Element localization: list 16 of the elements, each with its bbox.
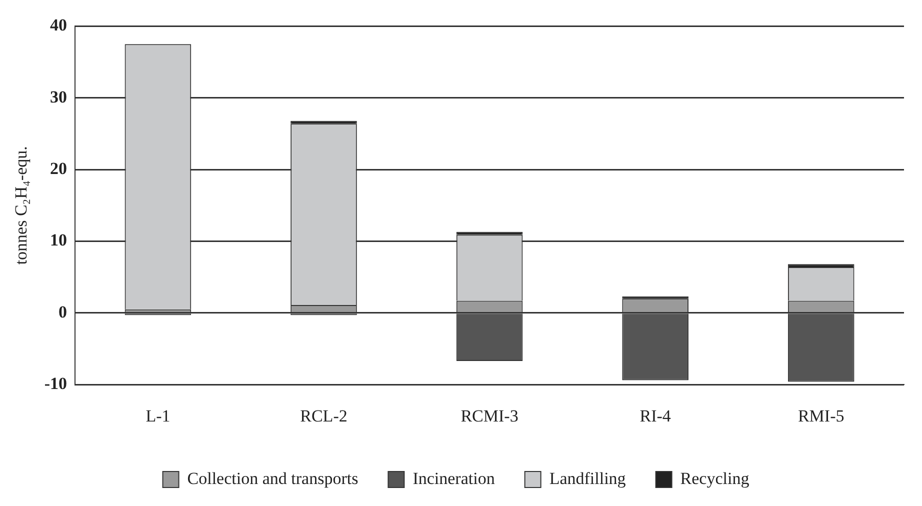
y-tick-label: 40 bbox=[50, 16, 68, 35]
y-tick-label: 0 bbox=[58, 302, 68, 322]
x-tick-label: RMI-5 bbox=[798, 406, 844, 426]
x-tick-label: RI-4 bbox=[640, 406, 672, 426]
x-tick-label: RCMI-3 bbox=[460, 406, 518, 426]
y-axis-title: tonnes C₂H₄-equ. bbox=[12, 146, 31, 265]
legend-label: Incineration bbox=[412, 468, 496, 488]
y-tick-label: 30 bbox=[50, 87, 68, 106]
x-tick-label: RCL-2 bbox=[300, 406, 348, 426]
y-tick-label: -10 bbox=[44, 374, 68, 393]
legend-label: Collection and transports bbox=[187, 468, 358, 488]
y-tick-label: 20 bbox=[50, 158, 68, 178]
legend-label: Landfilling bbox=[549, 468, 626, 488]
y-tick-label: 10 bbox=[50, 230, 68, 250]
x-tick-label: L-1 bbox=[146, 406, 170, 426]
legend-label: Recycling bbox=[680, 468, 750, 488]
